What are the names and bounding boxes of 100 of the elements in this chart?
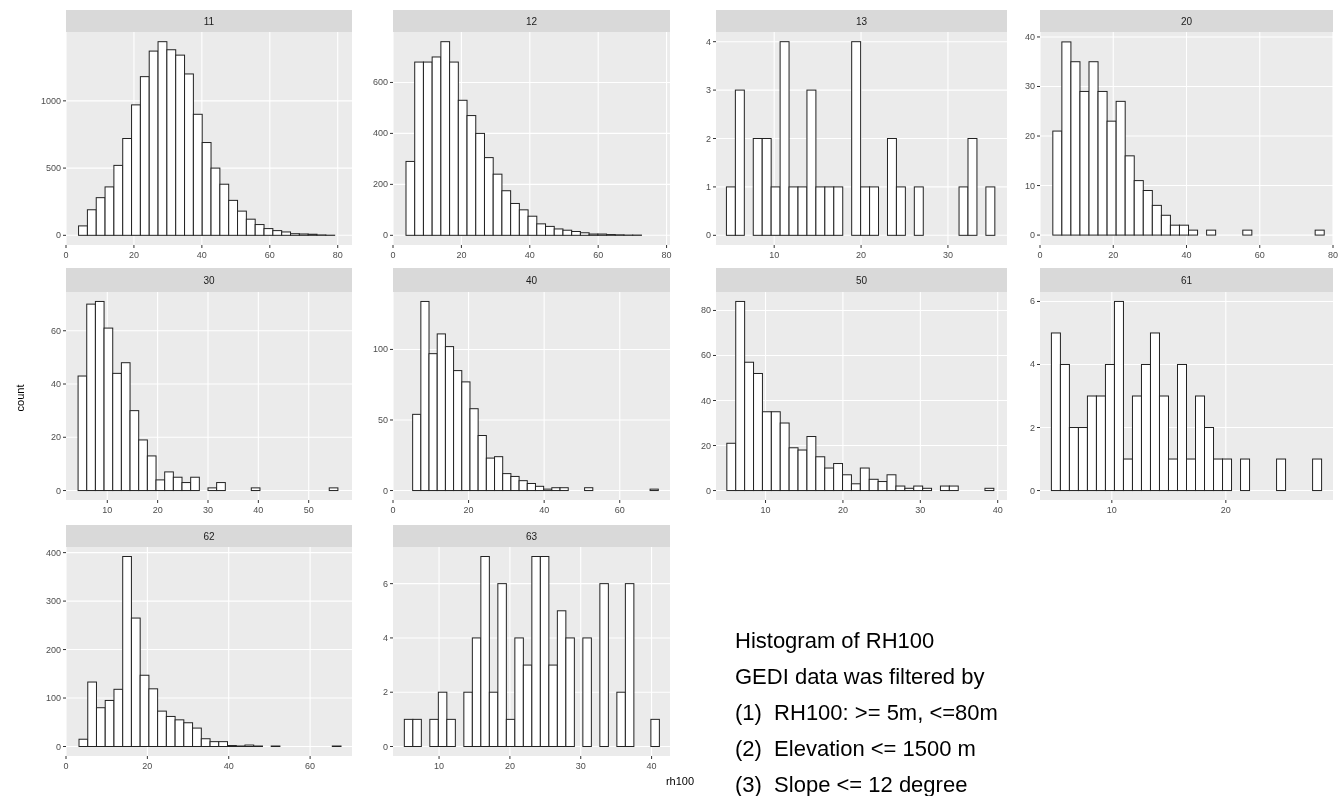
x-tick-label: 80	[661, 250, 672, 260]
y-tick-label: 40	[700, 395, 711, 406]
y-tick-label: 40	[1024, 31, 1035, 42]
y-tick-label: 2	[705, 133, 711, 144]
y-tick-label: 0	[55, 230, 61, 241]
y-tick-label: 400	[45, 547, 61, 558]
x-tick-label: 60	[593, 250, 604, 260]
y-tick-label: 0	[705, 230, 711, 241]
text: (3) Slope <= 12 degree	[735, 772, 968, 796]
x-tick-label: 20	[1108, 250, 1119, 260]
chart-title: 13	[855, 15, 868, 27]
text: (1) RH100: >= 5m, <=80m	[735, 700, 998, 725]
x-tick-label: 30	[915, 505, 926, 515]
y-tick-label: 60	[700, 350, 711, 361]
chart-title: 20	[1180, 15, 1193, 27]
x-tick-label: 20	[456, 250, 467, 260]
y-tick-label: 40	[50, 379, 61, 390]
y-tick-label: 600	[372, 77, 388, 88]
y-tick-label: 1000	[40, 95, 61, 106]
y-tick-label: 400	[372, 128, 388, 139]
x-tick-label: 20	[128, 250, 139, 260]
x-tick-label: 0	[390, 505, 396, 515]
y-tick-label: 100	[45, 693, 61, 704]
x-tick-label: 0	[63, 761, 69, 771]
y-tick-label: 0	[382, 741, 388, 752]
x-tick-label: 50	[303, 505, 314, 515]
y-tick-label: 6	[382, 578, 388, 589]
x-tick-label: 80	[1327, 250, 1338, 260]
y-tick-label: 10	[1024, 180, 1035, 191]
y-tick-label: 2	[1029, 422, 1035, 433]
y-tick-label: 20	[700, 440, 711, 451]
chart-title: 12	[525, 15, 538, 27]
x-tick-label: 40	[539, 505, 550, 515]
x-tick-label: 0	[63, 250, 69, 260]
chart-title: 62	[203, 530, 215, 542]
text: (2) Elevation <= 1500 m	[735, 736, 976, 761]
text: Histogram of RH100	[735, 628, 935, 653]
y-tick-label: 0	[382, 485, 388, 496]
y-tick-label: 20	[1024, 131, 1035, 142]
x-tick-label: 10	[760, 505, 771, 515]
y-tick-label: 50	[377, 414, 388, 425]
y-tick-label: 4	[705, 36, 711, 47]
x-tick-label: 20	[1220, 505, 1231, 515]
x-tick-label: 40	[253, 505, 264, 515]
y-tick-label: 0	[1029, 485, 1035, 496]
x-tick-label: 40	[1181, 250, 1192, 260]
x-tick-label: 20	[837, 505, 848, 515]
y-tick-label: 6	[1029, 296, 1035, 307]
y-tick-label: 20	[50, 432, 61, 443]
x-tick-label: 10	[102, 505, 113, 515]
y-tick-label: 0	[1029, 230, 1035, 241]
x-tick-label: 30	[942, 250, 953, 260]
chart-title: 61	[1180, 274, 1193, 286]
text: GEDI data was filtered by	[735, 664, 985, 689]
x-tick-label: 10	[434, 761, 445, 771]
x-tick-label: 60	[264, 250, 275, 260]
x-tick-label: 60	[1254, 250, 1265, 260]
x-tick-label: 60	[614, 505, 625, 515]
y-tick-label: 0	[55, 485, 61, 496]
y-tick-label: 2	[382, 687, 388, 698]
x-tick-label: 20	[463, 505, 474, 515]
x-tick-label: 20	[504, 761, 515, 771]
y-tick-label: 500	[45, 163, 61, 174]
x-tick-label: 30	[202, 505, 213, 515]
y-tick-label: 4	[382, 632, 388, 643]
x-axis-title: rh100	[665, 775, 695, 787]
y-tick-label: 200	[372, 179, 388, 190]
y-tick-label: 1	[705, 181, 711, 192]
chart-title: 30	[203, 274, 215, 286]
y-tick-label: 30	[1024, 81, 1035, 92]
x-tick-label: 20	[142, 761, 153, 771]
y-tick-label: 100	[372, 344, 388, 355]
y-tick-label: 0	[705, 485, 711, 496]
chart-title: 50	[855, 274, 868, 286]
y-tick-label: 0	[55, 741, 61, 752]
x-tick-label: 60	[305, 761, 316, 771]
chart-title: 11	[203, 15, 215, 27]
chart-title: 40	[525, 274, 538, 286]
y-tick-label: 300	[45, 596, 61, 607]
x-tick-label: 40	[223, 761, 234, 771]
y-tick-label: 3	[705, 85, 711, 96]
x-tick-label: 0	[390, 250, 396, 260]
x-tick-label: 80	[332, 250, 343, 260]
x-tick-label: 40	[992, 505, 1003, 515]
y-axis-title: count	[14, 384, 26, 412]
y-tick-label: 4	[1029, 359, 1035, 370]
x-tick-label: 20	[152, 505, 163, 515]
x-tick-label: 20	[856, 250, 867, 260]
x-tick-label: 40	[646, 761, 657, 771]
x-tick-label: 40	[524, 250, 535, 260]
x-tick-label: 30	[575, 761, 586, 771]
y-tick-label: 60	[50, 325, 61, 336]
y-tick-label: 200	[45, 644, 61, 655]
y-tick-label: 0	[382, 230, 388, 241]
chart-title: 63	[525, 530, 538, 542]
y-tick-label: 80	[700, 305, 711, 316]
x-tick-label: 10	[769, 250, 780, 260]
x-tick-label: 40	[196, 250, 207, 260]
x-tick-label: 10	[1106, 505, 1117, 515]
x-tick-label: 0	[1037, 250, 1043, 260]
